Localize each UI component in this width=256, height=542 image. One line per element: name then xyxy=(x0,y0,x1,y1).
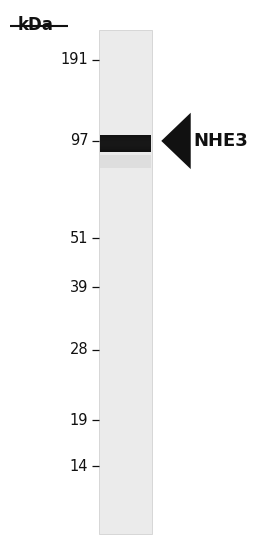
Bar xyxy=(100,155,151,168)
Text: 191: 191 xyxy=(61,52,88,67)
Bar xyxy=(99,30,152,534)
Text: 39: 39 xyxy=(70,280,88,295)
Polygon shape xyxy=(161,113,191,169)
Text: 51: 51 xyxy=(70,231,88,246)
Text: 97: 97 xyxy=(70,133,88,149)
Text: NHE3: NHE3 xyxy=(193,132,248,150)
Text: 19: 19 xyxy=(70,412,88,428)
Text: 28: 28 xyxy=(70,342,88,357)
Text: 14: 14 xyxy=(70,459,88,474)
Text: kDa: kDa xyxy=(18,16,54,34)
